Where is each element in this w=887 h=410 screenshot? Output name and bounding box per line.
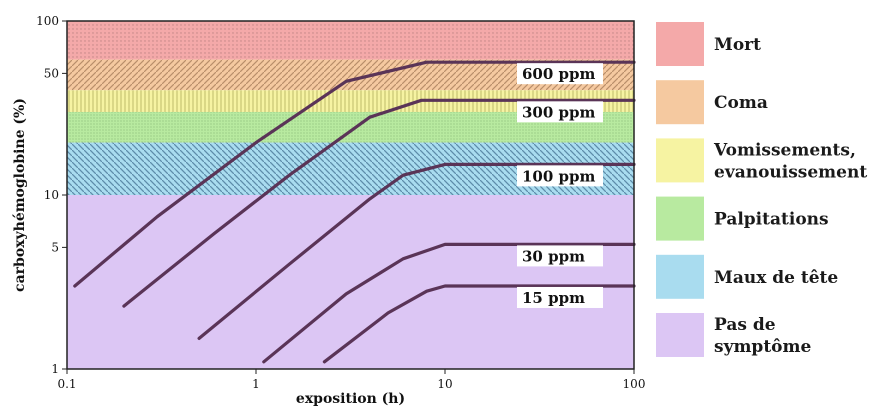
legend-label-mort: Mort bbox=[714, 35, 761, 55]
legend-label-coma: Coma bbox=[714, 93, 768, 113]
legend-label-palpitations: Palpitations bbox=[714, 210, 829, 230]
x-axis-title: exposition (h) bbox=[296, 391, 405, 407]
series-label-300-ppm: 300 ppm bbox=[522, 103, 596, 121]
legend-swatch-palpitations bbox=[656, 196, 704, 241]
band-texture-mort bbox=[67, 21, 634, 60]
x-tick-label: 0.1 bbox=[57, 377, 76, 391]
series-label-30-ppm: 30 ppm bbox=[522, 247, 585, 265]
y-axis-title: carboxyhémoglobine (%) bbox=[12, 98, 28, 292]
plot-labels: 600 ppm 300 ppm 100 ppm 30 ppm 15 ppm bbox=[517, 63, 603, 308]
plot-series bbox=[73, 60, 636, 364]
y-tick-label: 1 bbox=[51, 362, 59, 376]
legend-swatch-coma bbox=[656, 80, 704, 125]
series-line-300-ppm bbox=[122, 98, 636, 308]
series-label-bg-300-ppm bbox=[517, 101, 603, 123]
x-tick-label: 10 bbox=[437, 377, 452, 391]
series-line-30-ppm bbox=[262, 242, 636, 364]
x-tick-label: 1 bbox=[252, 377, 260, 391]
x-tick-label: 100 bbox=[623, 377, 646, 391]
y-tick-label: 100 bbox=[36, 14, 59, 28]
series-label-15-ppm: 15 ppm bbox=[522, 289, 585, 307]
series-label-bg-15-ppm bbox=[517, 286, 603, 308]
y-tick-label: 50 bbox=[44, 66, 59, 80]
legend-swatch-vomissements-evanouissement bbox=[656, 138, 704, 183]
series-line-15-ppm bbox=[322, 284, 636, 364]
legend-label-vomissements-evanouissement: Vomissements, evanouissement bbox=[713, 140, 867, 182]
band-texture-vomissements-evanouissement bbox=[67, 90, 634, 112]
legend: Mort Coma Vomissements, evanouissement Palpi… bbox=[656, 22, 867, 357]
series-label-bg-30-ppm bbox=[517, 245, 603, 267]
series-label-bg-600-ppm bbox=[517, 63, 603, 85]
series-label-100-ppm: 100 ppm bbox=[522, 167, 596, 185]
series-line-100-ppm bbox=[197, 162, 636, 340]
legend-label-pas-de-symptome: Pas de symptôme bbox=[714, 315, 812, 357]
legend-swatch-mort bbox=[656, 22, 704, 66]
legend-swatch-maux-de-tete bbox=[656, 254, 704, 299]
legend-swatch-pas-de-symptome bbox=[656, 313, 704, 357]
series-line-600-ppm bbox=[73, 60, 636, 288]
y-tick-label: 10 bbox=[44, 188, 59, 202]
series-label-bg-100-ppm bbox=[517, 165, 603, 187]
legend-label-maux-de-tete: Maux de tête bbox=[714, 268, 838, 288]
series-label-600-ppm: 600 ppm bbox=[522, 65, 596, 83]
y-tick-label: 5 bbox=[51, 240, 59, 254]
